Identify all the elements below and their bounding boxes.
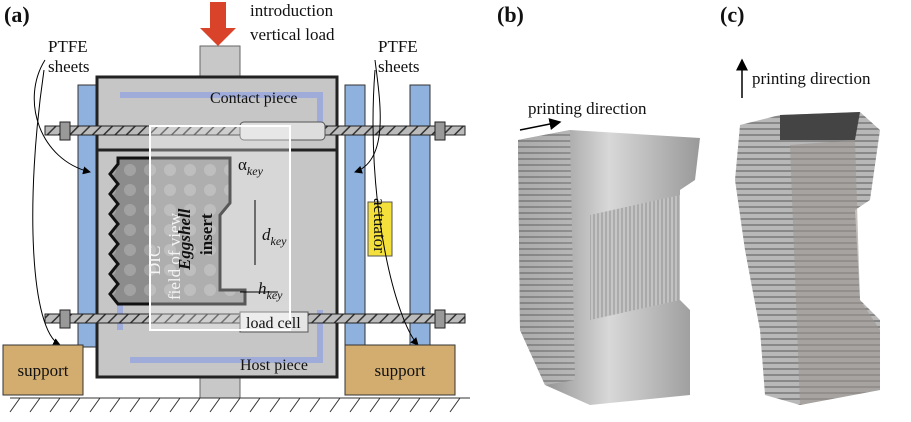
load-label: introduction [250,1,334,20]
ptfe-label: sheets [378,57,420,76]
nut [435,310,445,328]
panel-label: (c) [720,2,744,27]
direction-label: printing direction [528,99,647,118]
nut [60,310,70,328]
ptfe-label: PTFE [378,37,418,56]
nut [60,122,70,140]
ground-hatch [10,398,460,412]
photo-opening [780,112,860,140]
actuator-label: actuator [370,198,389,253]
ptfe-label: PTFE [48,37,88,56]
load-cell-label: load cell [246,315,301,332]
direction-label: printing direction [752,69,871,88]
panel-c: (c) printing direction [720,2,880,405]
load-label: vertical load [250,25,335,44]
panel-label: (a) [4,2,30,27]
panel-b: (b) printing direction [497,2,700,405]
ptfe-label: sheets [48,57,90,76]
direction-arrow [520,122,560,130]
bottom-stub [200,376,240,398]
photo-side [518,130,575,385]
host-piece: Host piece [240,357,308,374]
panel-label: (b) [497,2,524,27]
contact-piece: Contact piece [210,90,298,107]
photo-face [590,195,680,320]
pointer [33,70,60,345]
nut [435,122,445,140]
insert-label: insert [197,213,216,255]
frame-bar [345,85,365,347]
load-arrow [200,2,236,46]
frame-bar [410,85,430,347]
frame-bar [78,85,98,347]
top-stub [200,46,240,78]
dic-label: DIC [145,246,164,275]
support-label: support [375,361,426,380]
support-label: support [18,361,69,380]
insert-label: Eggshell [175,208,194,271]
panel-a: (a) introduction vertical load DIC field… [3,1,470,412]
figure: (a) introduction vertical load DIC field… [0,0,911,422]
